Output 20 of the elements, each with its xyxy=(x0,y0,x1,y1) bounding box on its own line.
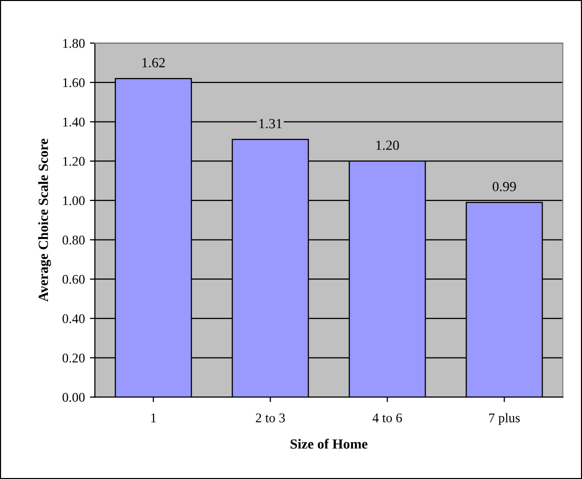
x-tick-label: 1 xyxy=(151,414,156,422)
y-tick-label: 0.40 xyxy=(62,314,85,324)
y-tick-label: 0.80 xyxy=(62,236,85,245)
y-tick-label: 0.20 xyxy=(62,354,85,363)
y-tick-label: 1.80 xyxy=(63,38,85,48)
x-tick-label: 4 to 6 xyxy=(372,413,402,422)
y-tick-label: 0.00 xyxy=(62,392,85,402)
x-axis-title: Size of Home xyxy=(290,438,368,449)
y-axis-title: Average Choice Scale Score xyxy=(38,138,51,302)
data-label: 1.20 xyxy=(376,140,399,150)
data-label: 1.62 xyxy=(142,58,165,68)
y-tick-label: 1.20 xyxy=(63,156,85,166)
y-tick-label: 1.60 xyxy=(63,78,85,88)
x-tick-label: 7 plus xyxy=(489,413,520,426)
y-tick-label: 1.00 xyxy=(63,196,85,206)
y-tick-label: 0.60 xyxy=(62,274,85,284)
data-label: 1.31 xyxy=(259,118,282,128)
y-tick-label: 1.40 xyxy=(63,118,85,127)
data-label: 0.99 xyxy=(492,182,516,192)
x-tick-label: 2 to 3 xyxy=(256,413,285,422)
